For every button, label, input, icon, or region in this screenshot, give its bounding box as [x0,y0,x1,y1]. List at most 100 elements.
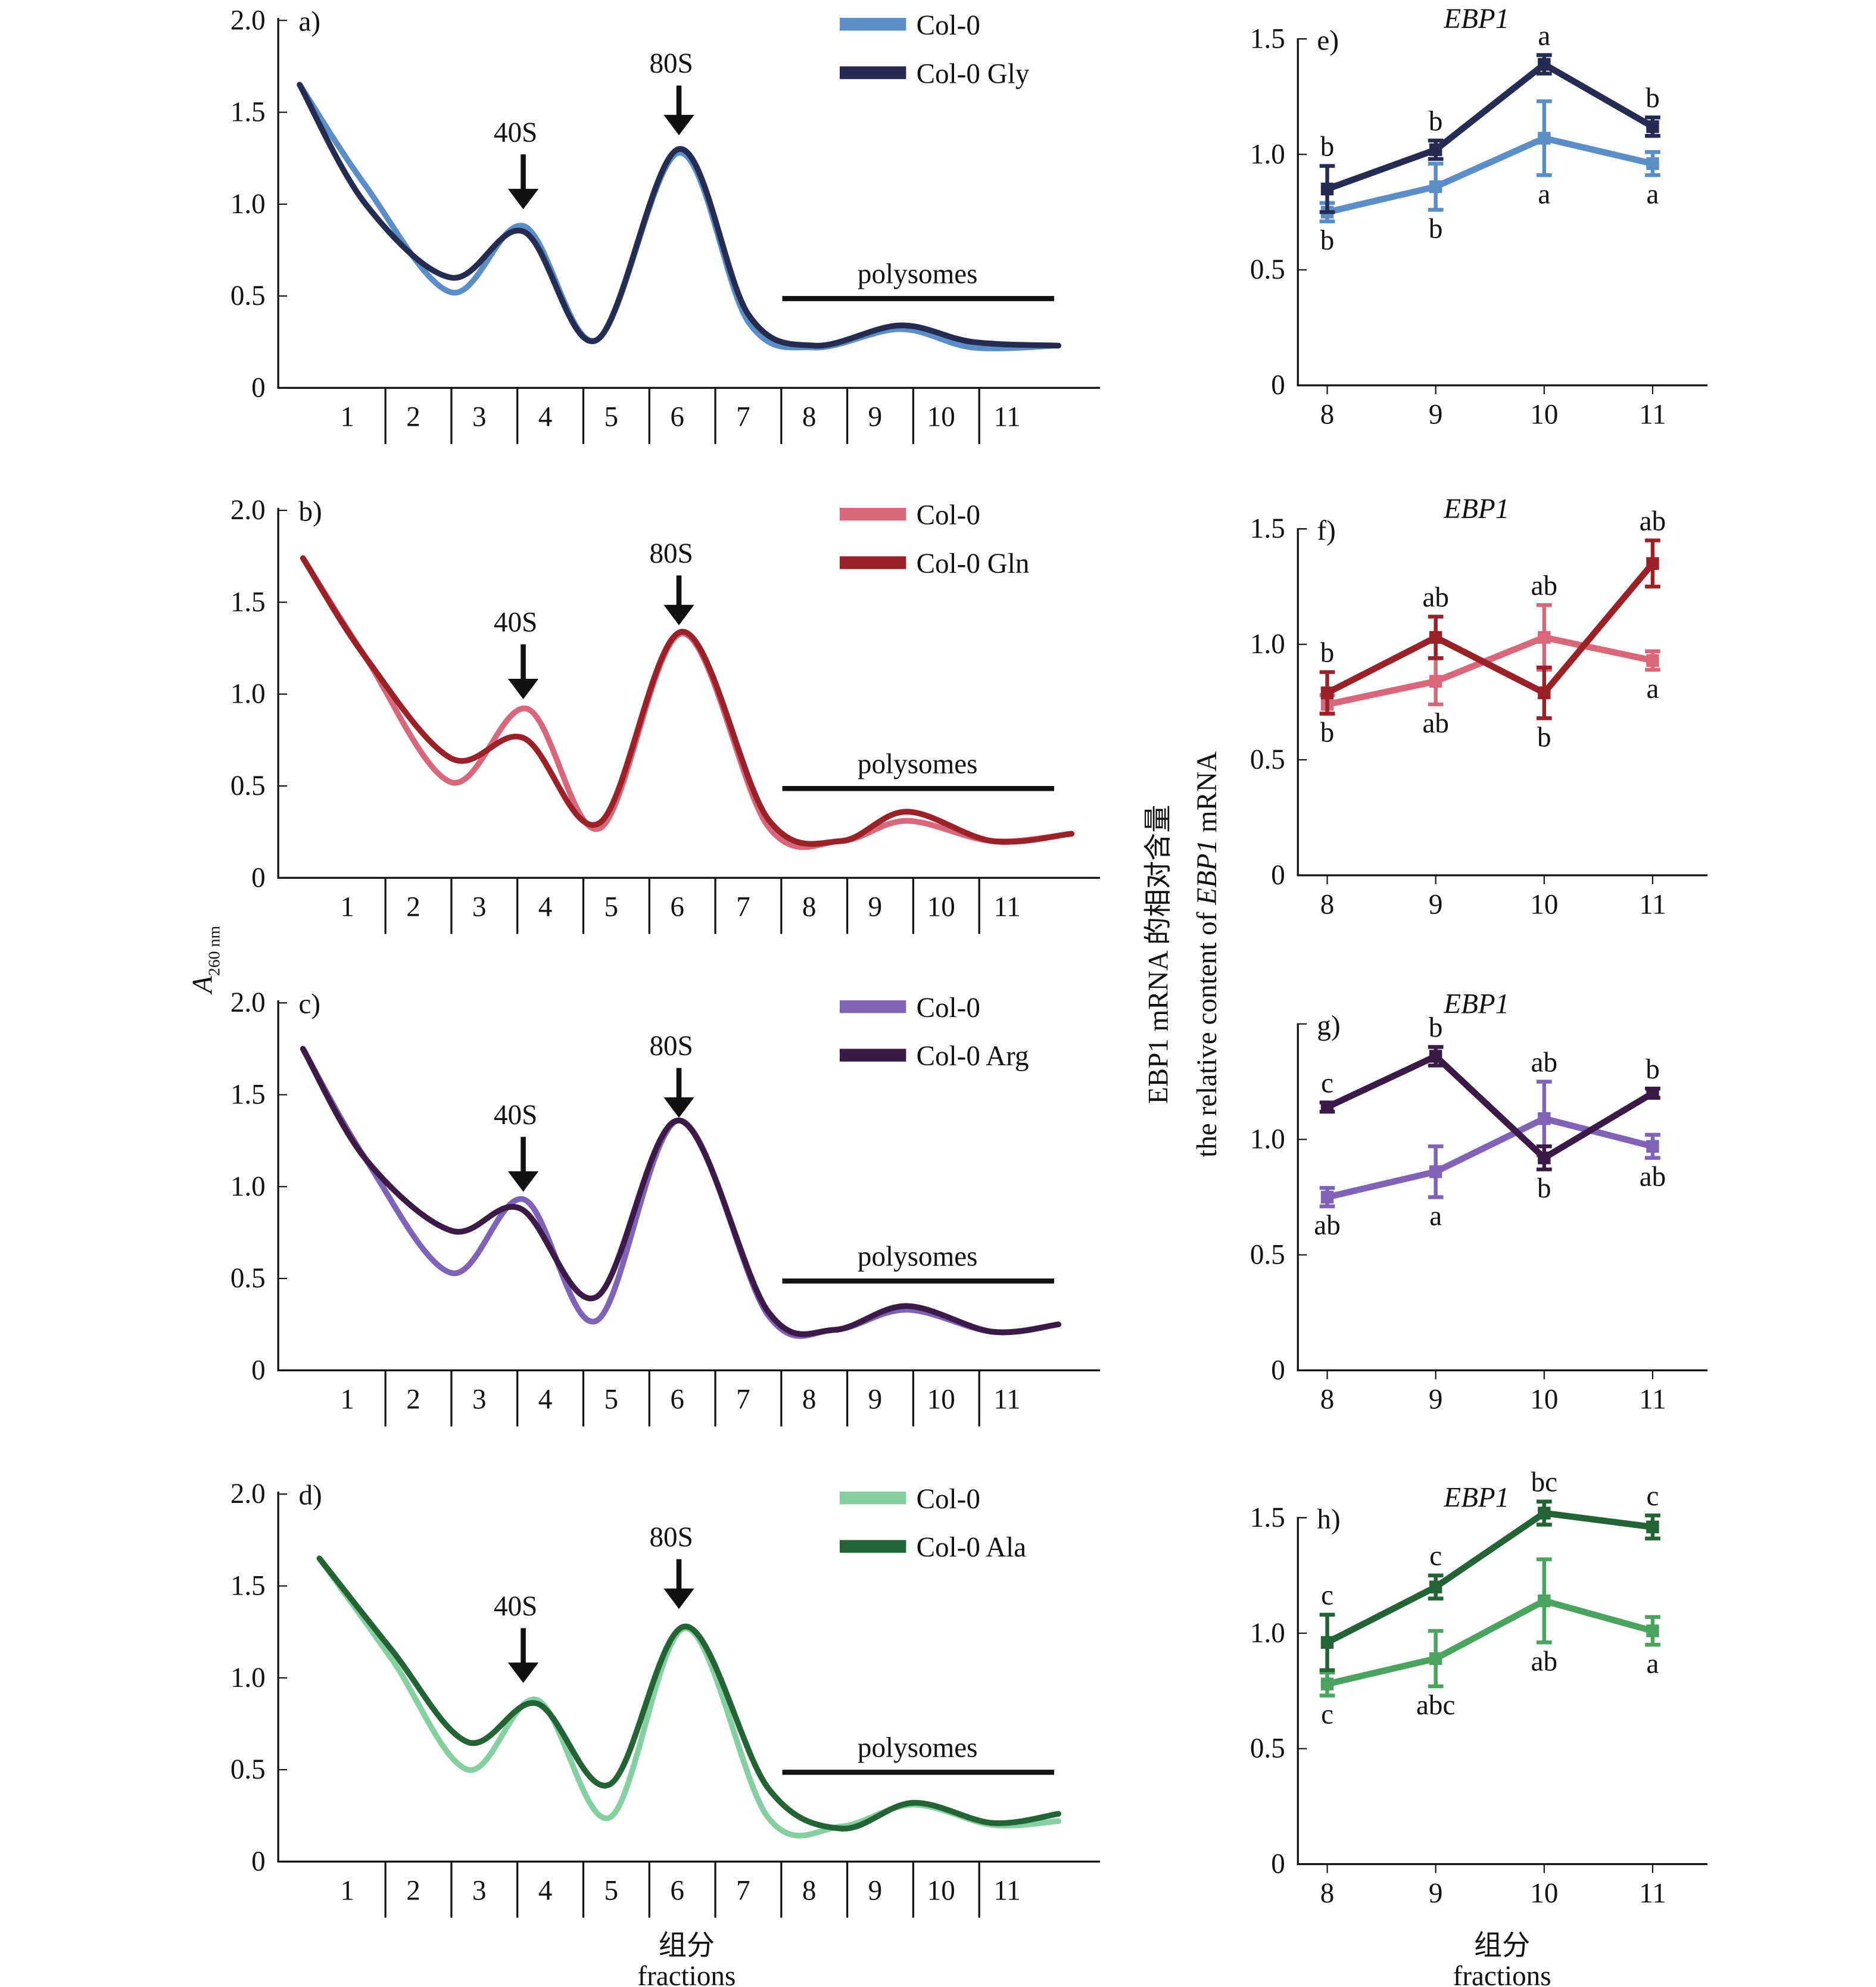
data-point [1320,686,1334,700]
data-point [1538,686,1551,700]
significance-letter: b [1320,718,1335,748]
x-tick-label: 7 [736,402,750,433]
x-tick-label: 5 [604,1384,619,1415]
peak-40s-label: 40S [494,117,537,148]
svg-text:A260 nm: A260 nm [188,926,224,995]
peak-40s-arrow-head-icon [507,678,539,700]
panel-label: b) [298,496,322,527]
data-point [1538,1112,1551,1125]
y-tick-label: 0.5 [1250,1733,1285,1764]
x-tick-label: 9 [1429,1384,1443,1415]
x-tick-label: 6 [670,1384,684,1415]
series-line-1 [1326,60,1654,192]
chart-b: 0 0.5 1.0 1.5 2.0 1 2 3 4 5 6 7 8 9 10 11 b) Col-0 Col-0 G… [230,495,1101,934]
x-tick-label: 10 [927,1876,955,1907]
x-tick-label: 11 [1639,1384,1666,1415]
x-tick-label: 11 [993,1876,1020,1907]
x-tick-label: 4 [538,1384,553,1415]
peak-80s-label: 80S [649,538,693,569]
x-tick-label: 10 [927,402,955,433]
significance-letter: ab [1422,582,1448,613]
significance-letter: ab [1531,1047,1557,1078]
significance-letter: ab [1314,1210,1340,1241]
y-tick-label: 2.0 [230,1478,266,1509]
significance-letter: b [1429,1012,1443,1043]
significance-letter: ab [1531,1646,1557,1677]
x-tick-label: 4 [538,1876,553,1907]
significance-letter: ab [1640,506,1666,536]
x-tick-label: 5 [604,1876,619,1907]
y-tick-label: 0 [1271,370,1285,401]
x-tick-label: 1 [340,402,354,433]
significance-letter: b [1429,106,1443,137]
legend-swatch [840,507,906,521]
y-tick-label: 1.5 [230,97,266,128]
y-tick-label: 0.5 [1250,254,1285,285]
x-tick-label: 4 [538,892,553,923]
data-point [1646,1520,1659,1534]
panel-label: e) [1317,26,1339,57]
x-tick-label: 9 [868,892,883,923]
y-tick-label: 1.0 [1250,1618,1285,1649]
legend-swatch [840,1491,906,1505]
x-tick-label: 10 [1530,1878,1558,1909]
legend-swatch [840,17,906,31]
chart-title: EBP1 [1443,494,1509,525]
significance-letter: c [1321,1068,1333,1099]
x-tick-label: 3 [472,892,487,923]
y-tick-label: 0 [251,1846,266,1877]
panel-label: f) [1317,515,1335,546]
data-point [1320,1677,1334,1690]
legend-label: Col-0 [917,10,980,41]
y-tick-label: 1.5 [230,1080,266,1111]
x-tick-label: 9 [868,1384,883,1415]
legend-label: Col-0 [917,993,980,1024]
peak-40s-label: 40S [494,1100,537,1131]
y-tick-label: 1.0 [1250,629,1285,660]
significance-letter: b [1320,638,1335,669]
significance-letter: c [1647,1481,1659,1512]
chart-title: EBP1 [1443,4,1509,35]
series-line-0 [1326,1597,1654,1687]
x-tick-label: 9 [1429,1878,1443,1909]
legend-swatch [840,1049,906,1062]
x-tick-label: 11 [1639,1878,1666,1909]
series-line-0 [1326,1115,1654,1200]
series-line-0 [1326,135,1654,216]
y-tick-label: 0 [1271,1849,1285,1880]
x-tick-label: 5 [604,402,619,433]
data-point [1320,182,1334,196]
x-tick-label: 8 [802,1384,817,1415]
x-tick-label: 11 [1639,889,1666,920]
data-point [1538,1594,1551,1608]
x-tick-label: 11 [993,402,1020,433]
significance-letter: b [1429,214,1443,245]
significance-letter: a [1538,20,1550,51]
legend-label: Col-0 Arg [917,1041,1029,1072]
data-point [1646,157,1659,170]
data-point [1429,1652,1442,1665]
y-tick-label: 1.5 [1250,23,1285,54]
significance-letter: b [1537,722,1551,753]
chart-e: 0 0.5 1.0 1.5 8 9 10 11 e) EBP1 b b a a b b a b [1250,4,1708,430]
data-point [1429,1580,1442,1593]
x-tick-label: 7 [736,1876,750,1907]
y-tick-label: 2.0 [230,5,266,36]
data-point [1646,557,1659,570]
x-tick-label: 6 [670,402,684,433]
data-point [1429,1050,1442,1063]
x-tick-label: 3 [472,1384,487,1415]
significance-letter: c [1429,1541,1442,1572]
series-line-0 [1326,634,1654,708]
peak-40s-arrow-head-icon [507,1171,539,1192]
significance-letter: a [1429,1201,1442,1232]
peak-80s-arrow-head-icon [663,1097,694,1118]
data-point [1538,58,1551,71]
middle-y-label-en-suffix: mRNA [1192,751,1223,840]
middle-y-axis-label: EBP1 mRNA 的相对含量 the relative content of … [1143,751,1223,1158]
data-point [1320,1100,1334,1113]
data-point [1538,1151,1551,1165]
left-y-label-sub: 260 nm [205,926,224,977]
